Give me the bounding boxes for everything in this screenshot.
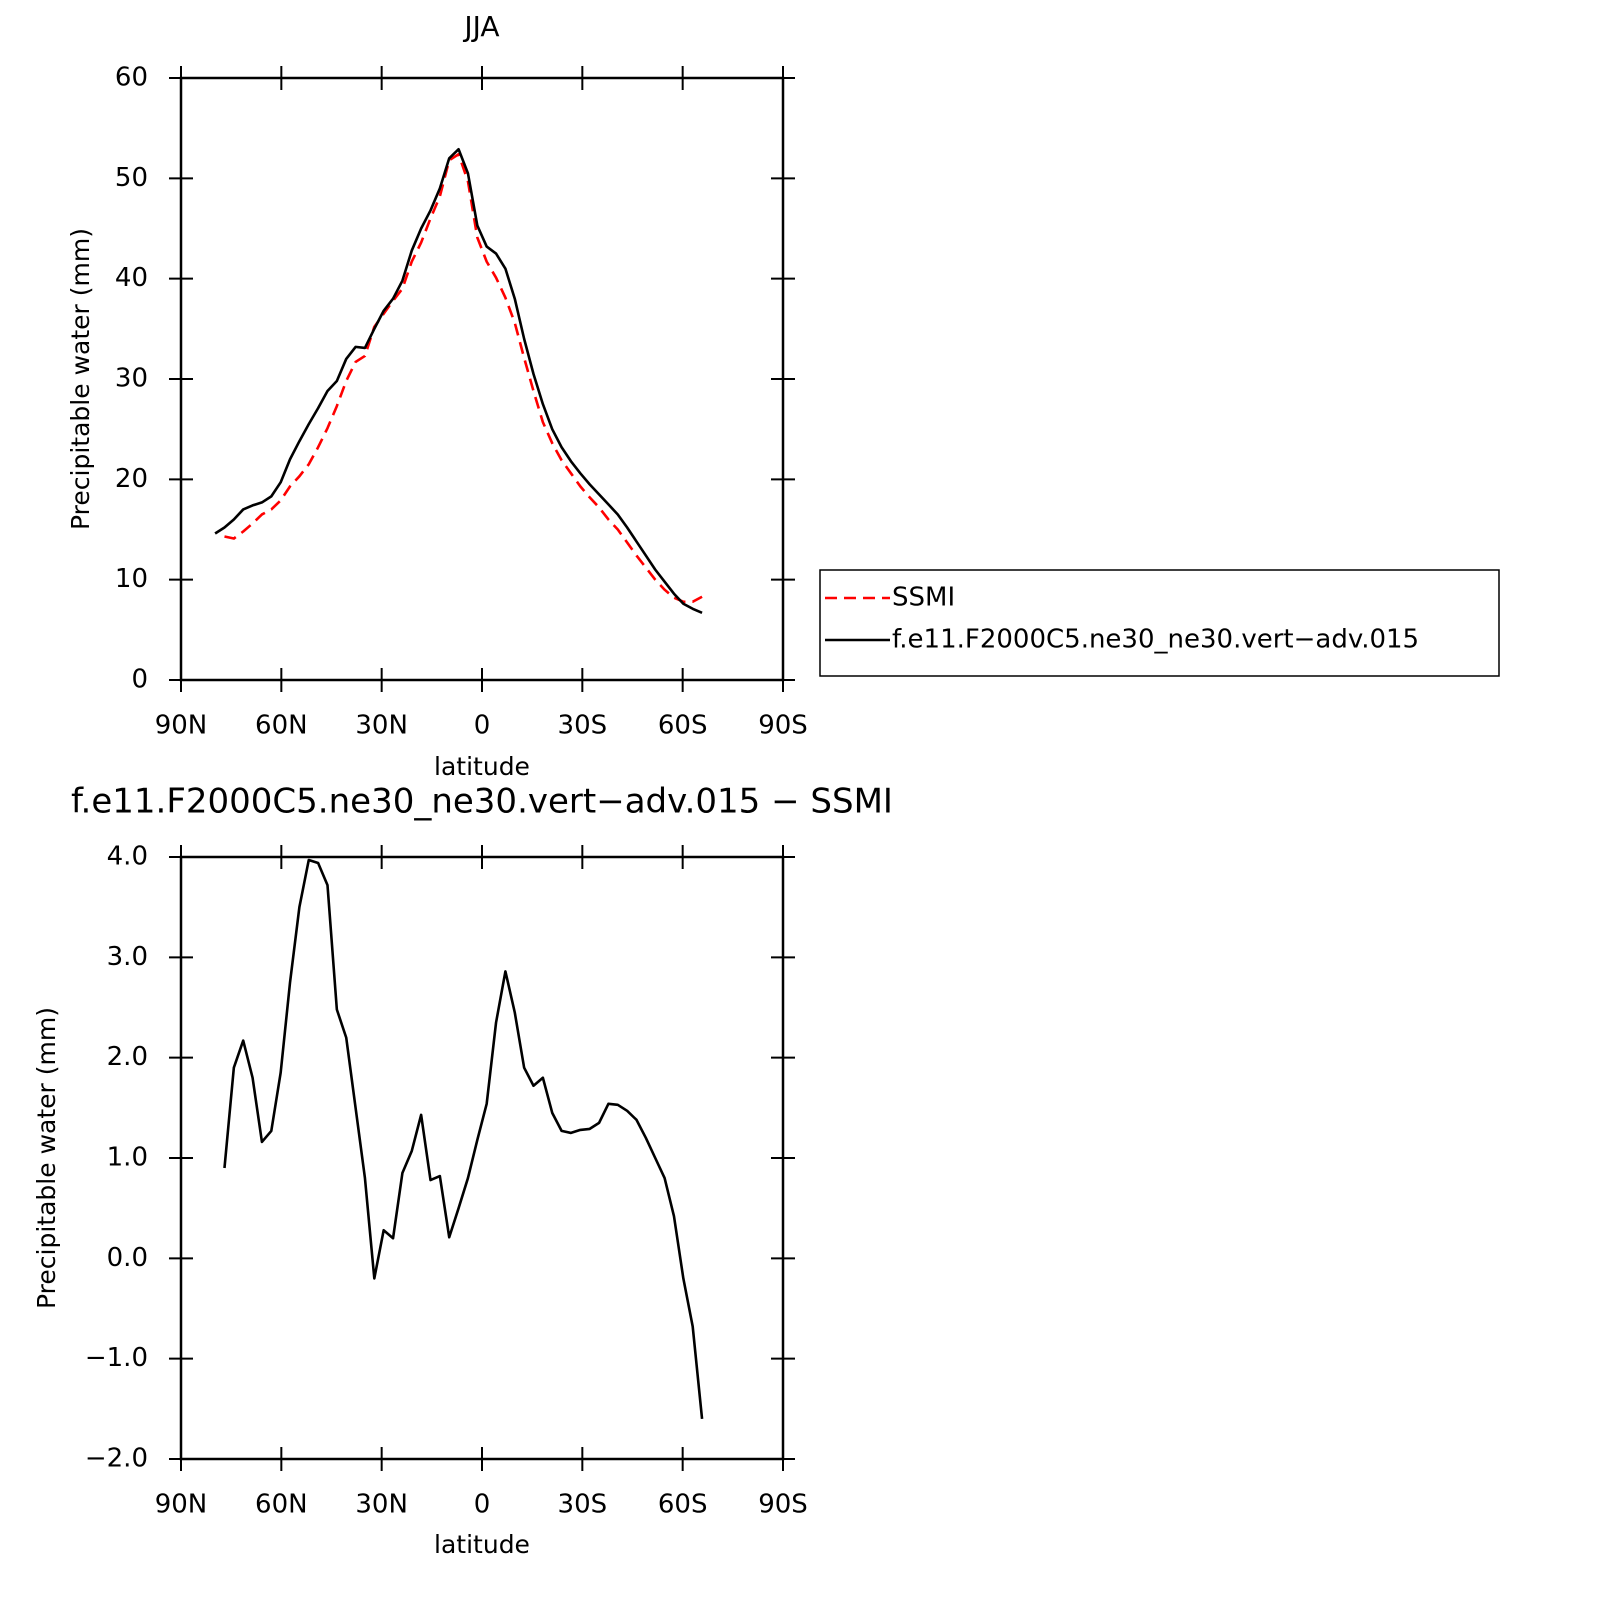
x-axis-label: latitude	[434, 752, 530, 781]
y-tick-label: 0.0	[107, 1243, 148, 1273]
x-tick-label: 90N	[155, 1490, 208, 1520]
x-axis-label: latitude	[434, 1530, 530, 1559]
x-tick-label: 60N	[255, 1490, 308, 1520]
data-line	[223, 858, 704, 1420]
y-tick-label: 30	[115, 364, 148, 394]
chart-title: f.e11.F2000C5.ne30_ne30.vert−adv.015 − S…	[71, 782, 893, 822]
x-tick-label: 60S	[658, 1490, 708, 1520]
y-axis-label: Precipitable water (mm)	[32, 1007, 61, 1309]
y-tick-label: 4.0	[107, 842, 148, 872]
chart-title: JJA	[462, 10, 499, 43]
x-tick-label: 30S	[558, 711, 608, 741]
legend-label: f.e11.F2000C5.ne30_ne30.vert−adv.015	[892, 625, 1419, 655]
y-tick-label: 10	[115, 564, 148, 594]
legend-label: SSMI	[892, 583, 955, 613]
plot-frame	[179, 855, 785, 1461]
y-tick-label: 60	[115, 63, 148, 93]
x-tick-label: 30N	[355, 711, 408, 741]
y-tick-label: 20	[115, 464, 148, 494]
y-tick-label: 3.0	[107, 942, 148, 972]
y-tick-label: 50	[115, 163, 148, 193]
legend-box	[819, 569, 1500, 677]
y-tick-label: 40	[115, 263, 148, 293]
x-tick-label: 30N	[355, 1490, 408, 1520]
data-line	[224, 152, 703, 604]
y-axis-label: Precipitable water (mm)	[66, 228, 95, 530]
x-tick-label: 0	[474, 1490, 491, 1520]
x-tick-label: 0	[474, 711, 491, 741]
x-tick-label: 60S	[658, 711, 708, 741]
x-tick-label: 60N	[255, 711, 308, 741]
x-tick-label: 90S	[758, 1490, 808, 1520]
x-tick-label: 90S	[758, 711, 808, 741]
data-line	[214, 147, 703, 614]
y-tick-label: −2.0	[85, 1444, 148, 1474]
y-tick-label: 0	[131, 665, 148, 695]
x-tick-label: 30S	[558, 1490, 608, 1520]
y-tick-label: 1.0	[107, 1143, 148, 1173]
y-tick-label: 2.0	[107, 1042, 148, 1072]
y-tick-label: −1.0	[85, 1343, 148, 1373]
plot-frame	[179, 76, 785, 682]
x-tick-label: 90N	[155, 711, 208, 741]
